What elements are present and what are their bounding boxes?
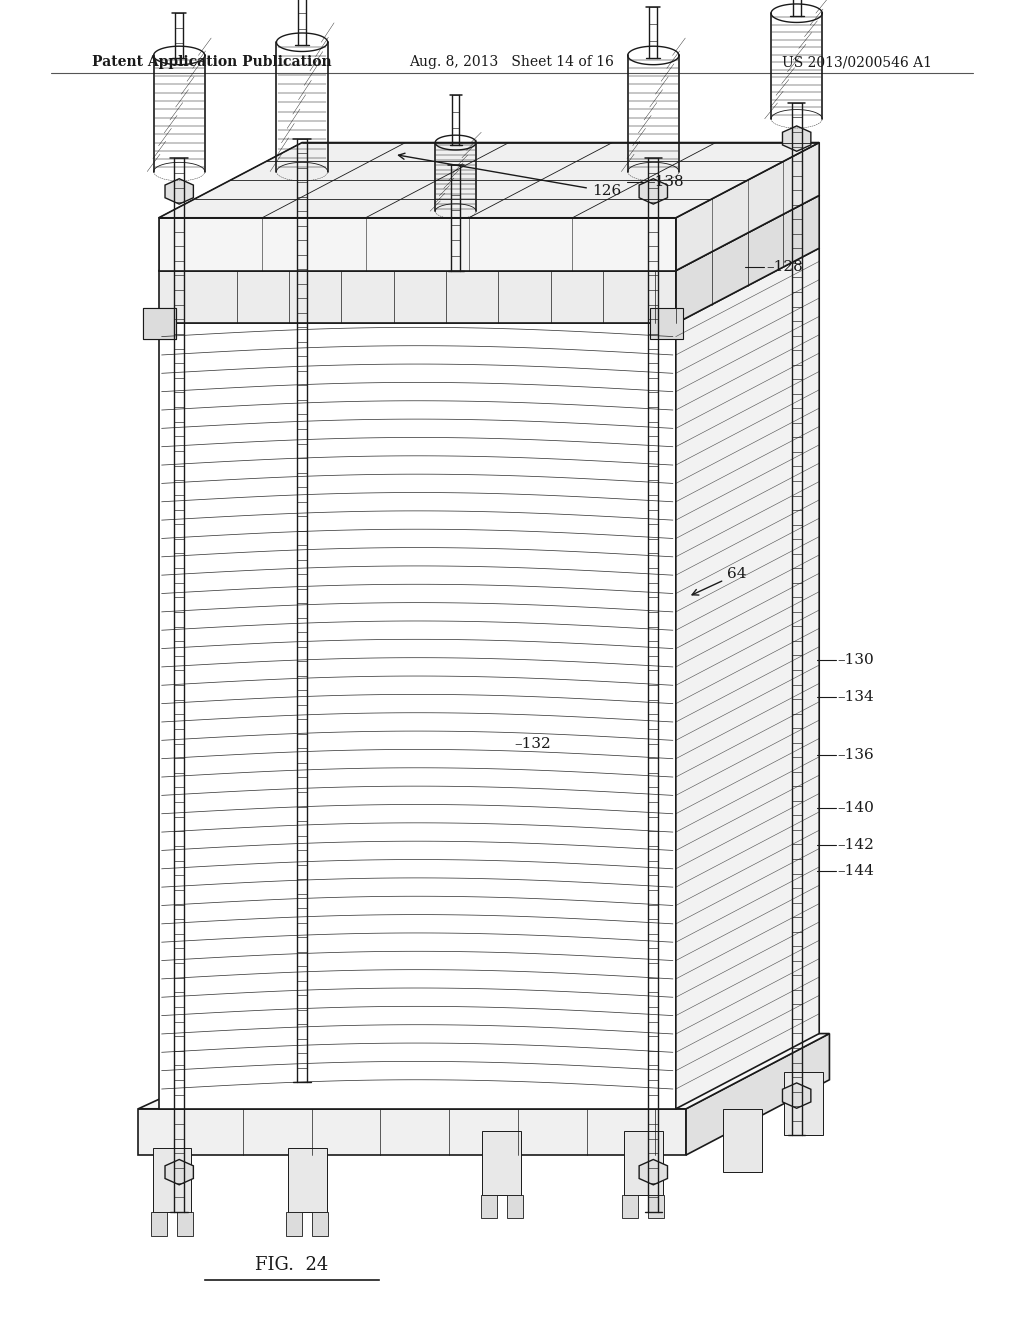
Polygon shape bbox=[650, 308, 683, 339]
Polygon shape bbox=[723, 1109, 762, 1172]
Polygon shape bbox=[143, 308, 176, 339]
Polygon shape bbox=[138, 1034, 829, 1109]
Text: –142: –142 bbox=[838, 838, 874, 851]
Polygon shape bbox=[782, 125, 811, 152]
Polygon shape bbox=[480, 1195, 497, 1218]
Text: –136: –136 bbox=[838, 748, 874, 762]
Text: US 2013/0200546 A1: US 2013/0200546 A1 bbox=[782, 55, 932, 70]
Polygon shape bbox=[143, 308, 176, 339]
Text: –128: –128 bbox=[766, 260, 803, 273]
Text: FIG.  24: FIG. 24 bbox=[255, 1255, 329, 1274]
Text: 126: 126 bbox=[398, 153, 622, 198]
Text: –130: –130 bbox=[838, 653, 874, 667]
Polygon shape bbox=[159, 195, 819, 271]
Text: –138: –138 bbox=[647, 176, 684, 189]
Polygon shape bbox=[639, 178, 668, 205]
Polygon shape bbox=[622, 1195, 638, 1218]
Polygon shape bbox=[288, 1148, 327, 1212]
Polygon shape bbox=[482, 1131, 521, 1195]
Polygon shape bbox=[165, 1159, 194, 1185]
Polygon shape bbox=[159, 271, 676, 323]
Text: Aug. 8, 2013   Sheet 14 of 16: Aug. 8, 2013 Sheet 14 of 16 bbox=[410, 55, 614, 70]
Polygon shape bbox=[686, 1034, 829, 1155]
Polygon shape bbox=[312, 1212, 329, 1236]
Polygon shape bbox=[138, 1109, 686, 1155]
Polygon shape bbox=[782, 1082, 811, 1109]
Text: Patent Application Publication: Patent Application Publication bbox=[92, 55, 332, 70]
Polygon shape bbox=[153, 1148, 191, 1212]
Polygon shape bbox=[159, 143, 819, 218]
Polygon shape bbox=[159, 218, 676, 271]
Polygon shape bbox=[676, 143, 819, 271]
Text: –144: –144 bbox=[838, 865, 874, 878]
Text: 64: 64 bbox=[692, 568, 746, 595]
Polygon shape bbox=[165, 178, 194, 205]
Polygon shape bbox=[159, 323, 676, 1109]
Polygon shape bbox=[507, 1195, 523, 1218]
Polygon shape bbox=[177, 1212, 194, 1236]
Polygon shape bbox=[624, 1131, 663, 1195]
Polygon shape bbox=[648, 1195, 665, 1218]
Polygon shape bbox=[639, 1159, 668, 1185]
Text: –134: –134 bbox=[838, 690, 874, 704]
Polygon shape bbox=[676, 248, 819, 1109]
Polygon shape bbox=[286, 1212, 302, 1236]
Polygon shape bbox=[151, 1212, 167, 1236]
Text: –140: –140 bbox=[838, 801, 874, 814]
Polygon shape bbox=[676, 195, 819, 323]
Polygon shape bbox=[784, 1072, 823, 1135]
Text: –132: –132 bbox=[514, 738, 551, 751]
